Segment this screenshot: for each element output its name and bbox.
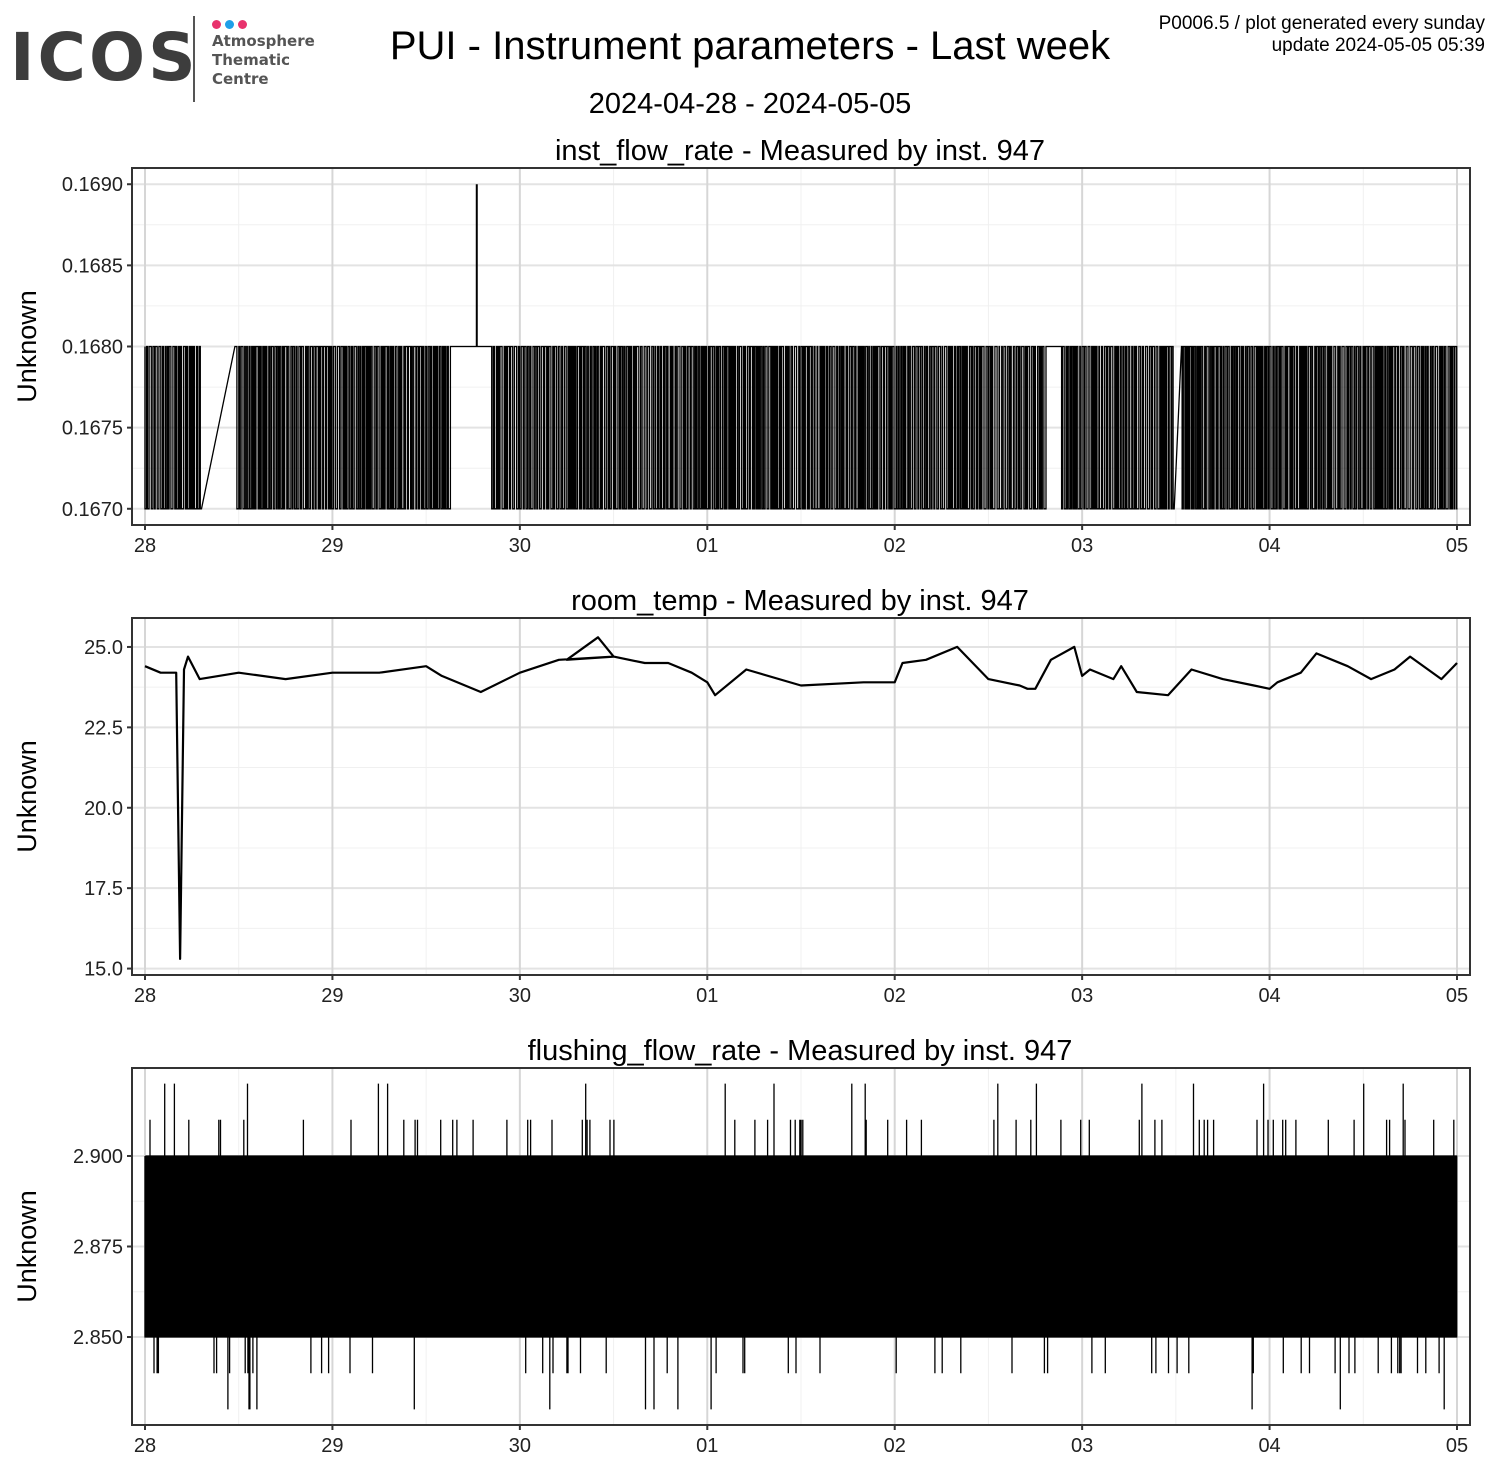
y-axis-label: Unknown xyxy=(12,740,42,853)
y-axis-label: Unknown xyxy=(12,1190,42,1303)
plot-meta: P0006.5 / plot generated every sunday up… xyxy=(1159,13,1485,57)
date-range: 2024-04-28 - 2024-05-05 xyxy=(588,88,912,120)
y-tick-label: 0.1675 xyxy=(62,418,123,440)
x-tick-label: 04 xyxy=(1258,535,1280,557)
x-tick-label: 01 xyxy=(696,1435,718,1457)
x-tick-label: 05 xyxy=(1446,535,1468,557)
chart-title: room_temp - Measured by inst. 947 xyxy=(571,585,1029,617)
icos-logo-wordmark: ICOS xyxy=(10,19,199,96)
x-tick-label: 28 xyxy=(134,535,156,557)
y-tick-label: 15.0 xyxy=(84,959,123,981)
x-tick-label: 28 xyxy=(134,1435,156,1457)
y-tick-label: 22.5 xyxy=(84,717,123,739)
chart-title: inst_flow_rate - Measured by inst. 947 xyxy=(555,135,1045,167)
x-tick-label: 05 xyxy=(1446,1435,1468,1457)
chart-panel-3: 2.850 2.875 2.900 28 29 30 01 02 03 04 05 flushing_… xyxy=(12,1035,1471,1457)
meta-generation: P0006.5 / plot generated every sunday xyxy=(1158,13,1485,34)
x-tick-label: 05 xyxy=(1446,985,1468,1007)
series-line xyxy=(144,636,1458,960)
x-tick-label: 03 xyxy=(1071,535,1093,557)
x-tick-label: 02 xyxy=(884,985,906,1007)
logo-dot xyxy=(225,20,234,29)
y-tick-label: 17.5 xyxy=(84,878,123,900)
logo-dot xyxy=(212,20,221,29)
logo-divider xyxy=(193,16,195,102)
page-title: PUI - Instrument parameters - Last week xyxy=(389,24,1111,68)
series-line xyxy=(144,1083,1458,1410)
y-tick-label: 0.1680 xyxy=(62,337,123,359)
logo-dot xyxy=(238,20,247,29)
logo-dots xyxy=(212,16,251,34)
x-tick-label: 30 xyxy=(509,535,531,557)
chart-panel-1: 0.1670 0.1675 0.1680 0.1685 0.1690 28 29 30 01 02… xyxy=(12,135,1471,557)
y-tick-label: 0.1685 xyxy=(62,255,123,277)
x-tick-label: 29 xyxy=(321,1435,343,1457)
meta-update: update 2024-05-05 05:39 xyxy=(1271,35,1485,56)
chart-title: flushing_flow_rate - Measured by inst. 9… xyxy=(528,1035,1073,1067)
x-tick-label: 29 xyxy=(321,535,343,557)
plot-border xyxy=(131,617,1471,976)
y-tick-label: 2.850 xyxy=(73,1327,123,1349)
series-line xyxy=(144,345,1458,510)
logo-subtitle-line: Centre xyxy=(212,70,269,88)
x-tick-label: 30 xyxy=(509,985,531,1007)
y-tick-label: 20.0 xyxy=(84,798,123,820)
x-tick-label: 02 xyxy=(884,535,906,557)
x-tick-label: 04 xyxy=(1258,985,1280,1007)
x-tick-label: 01 xyxy=(696,985,718,1007)
x-tick-label: 02 xyxy=(884,1435,906,1457)
y-tick-label: 2.875 xyxy=(73,1237,123,1259)
y-tick-label: 0.1670 xyxy=(62,499,123,521)
x-tick-label: 30 xyxy=(509,1435,531,1457)
y-tick-label: 2.900 xyxy=(73,1146,123,1168)
x-tick-label: 01 xyxy=(696,535,718,557)
logo-subtitle: Atmosphere Thematic Centre xyxy=(212,32,315,89)
x-tick-label: 04 xyxy=(1258,1435,1280,1457)
y-tick-label: 25.0 xyxy=(84,637,123,659)
x-tick-label: 03 xyxy=(1071,1435,1093,1457)
logo-subtitle-line: Atmosphere xyxy=(212,32,315,50)
x-tick-label: 03 xyxy=(1071,985,1093,1007)
x-tick-label: 29 xyxy=(321,985,343,1007)
x-tick-label: 28 xyxy=(134,985,156,1007)
logo-subtitle-line: Thematic xyxy=(212,51,291,69)
y-axis-label: Unknown xyxy=(12,290,42,403)
y-tick-label: 0.1690 xyxy=(62,174,123,196)
chart-panel-2: 15.0 17.5 20.0 22.5 25.0 28 29 30 01 02 03 04 05 room… xyxy=(12,585,1471,1007)
